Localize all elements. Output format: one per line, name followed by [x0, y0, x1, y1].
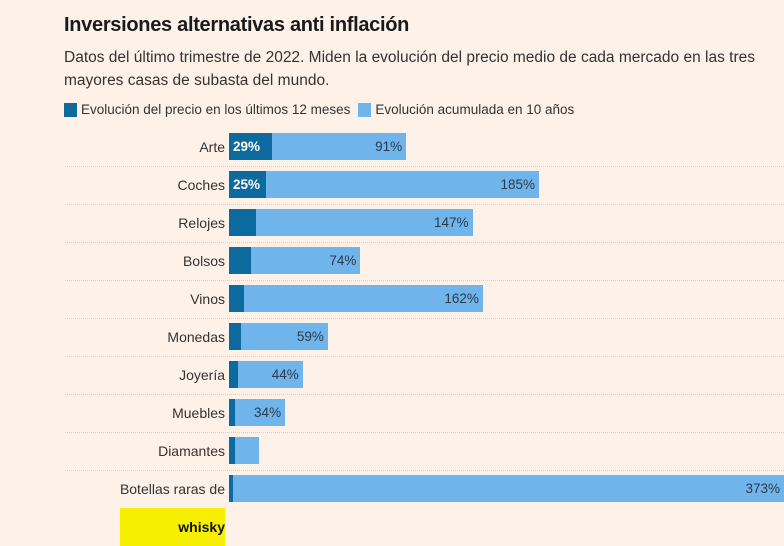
legend-item-12m: Evolución del precio en los últimos 12 m…	[64, 102, 350, 117]
bar-row: Muebles 34%	[65, 394, 784, 433]
bar-row: Relojes 147%	[65, 204, 784, 243]
bar-10-years	[229, 285, 483, 312]
highlighted-word: whisky	[119, 508, 225, 546]
bar-chart: Arte 29% 91% Coches 25% 185% Relojes 147% Bolsos…	[0, 128, 784, 546]
value-label-10-years: 185%	[500, 177, 535, 192]
category-label: Joyería	[179, 367, 225, 383]
chart-title: Inversiones alternativas anti inflación	[64, 14, 410, 36]
bar-12-months	[229, 475, 234, 502]
value-label-10-years: 373%	[745, 481, 780, 496]
legend-label-12m: Evolución del precio en los últimos 12 m…	[81, 102, 351, 117]
bar-12-months	[229, 209, 256, 236]
category-label: Bolsos	[182, 253, 225, 269]
bar-12-months	[229, 133, 272, 160]
bar-row: Monedas 59%	[65, 318, 784, 357]
bar-row: Botellas raras de whisky 373%	[65, 470, 784, 546]
bar-12-months	[229, 437, 235, 464]
bar-row: Vinos 162%	[65, 280, 784, 319]
bar-10-years	[229, 323, 328, 350]
bar-12-months	[229, 285, 244, 312]
legend: Evolución del precio en los últimos 12 m…	[64, 102, 582, 117]
category-label: Monedas	[167, 329, 225, 345]
value-label-10-years: 59%	[296, 329, 324, 344]
value-label-10-years: 44%	[271, 367, 299, 382]
value-label-10-years: 91%	[375, 139, 403, 154]
bar-10-years	[229, 171, 539, 198]
category-label: Vinos	[190, 291, 225, 307]
bar-12-months	[229, 247, 252, 274]
legend-item-10y: Evolución acumulada en 10 años	[358, 102, 574, 117]
category-label: Botellas raras de whisky	[119, 470, 225, 546]
value-label-12-months: 29%	[233, 139, 261, 154]
category-label: Muebles	[172, 405, 225, 421]
legend-swatch-12m	[64, 102, 77, 117]
value-label-10-years: 147%	[434, 215, 469, 230]
bar-row: Joyería 44%	[65, 356, 784, 395]
bar-row: Coches 25% 185%	[65, 166, 784, 205]
value-label-10-years: 162%	[444, 291, 479, 306]
bar-row: Arte 29% 91%	[65, 128, 784, 167]
category-label: Coches	[177, 177, 225, 193]
category-label: Diamantes	[158, 443, 225, 459]
chart-subtitle: Datos del último trimestre de 2022. Mide…	[64, 49, 755, 89]
bar-12-months	[229, 399, 235, 426]
bar-10-years	[229, 209, 473, 236]
value-label-10-years: 34%	[254, 405, 282, 420]
legend-label-10y: Evolución acumulada en 10 años	[375, 102, 575, 117]
category-label: Relojes	[178, 215, 225, 231]
bar-10-years	[229, 361, 303, 388]
bar-12-months	[229, 171, 266, 198]
value-label-10-years: 74%	[329, 253, 357, 268]
bar-12-months	[229, 323, 241, 350]
legend-swatch-10y	[358, 102, 372, 117]
bar-10-years	[229, 475, 784, 502]
bar-row: Diamantes	[65, 432, 784, 471]
bar-10-years	[229, 399, 286, 426]
bar-12-months	[229, 361, 238, 388]
bar-row: Bolsos 74%	[65, 242, 784, 281]
category-label: Arte	[199, 139, 225, 155]
value-label-12-months: 25%	[233, 177, 261, 192]
